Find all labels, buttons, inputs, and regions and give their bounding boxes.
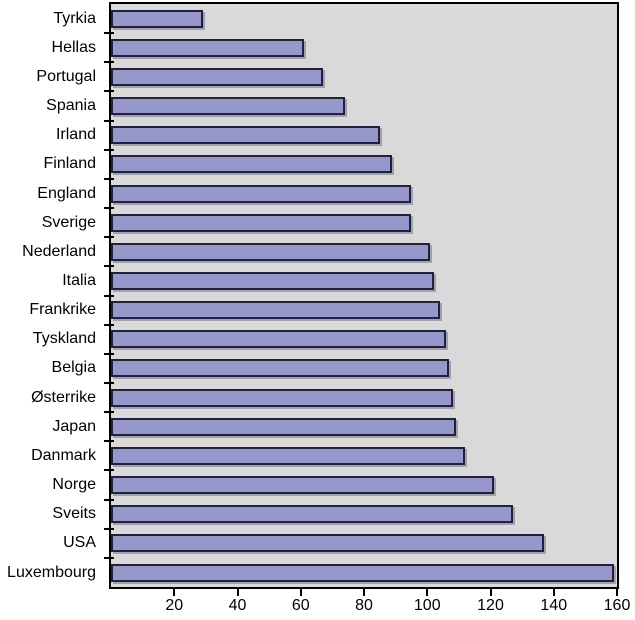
bar-row: [111, 62, 617, 91]
y-axis-tick: [104, 32, 114, 35]
y-axis-tick: [104, 411, 114, 414]
bar-row: [111, 33, 617, 62]
y-axis-tick: [104, 207, 114, 210]
bar-row: [111, 558, 617, 587]
bar: [111, 184, 412, 203]
x-axis-tick: [363, 589, 365, 596]
bar: [111, 271, 434, 290]
x-axis-tick-label: 120: [477, 597, 504, 614]
x-axis-tick-label: 20: [165, 597, 184, 614]
bar-row: [111, 383, 617, 412]
bar-row: [111, 354, 617, 383]
plot-area: [109, 2, 619, 589]
category-label: Tyrkia: [53, 9, 96, 27]
y-axis-tick: [104, 236, 114, 239]
x-axis-tick: [489, 589, 492, 596]
y-axis-tick: [104, 498, 114, 501]
category-label: Østerrike: [31, 388, 96, 406]
category-label: Japan: [52, 417, 96, 435]
y-axis-tick: [104, 556, 114, 559]
y-axis-tick: [104, 440, 114, 443]
category-label: Luxembourg: [7, 563, 96, 581]
bar: [111, 417, 456, 436]
bar: [111, 67, 323, 86]
bar: [111, 155, 393, 174]
bar-row: [111, 266, 617, 295]
category-label: Nederland: [22, 242, 96, 260]
y-axis-tick: [104, 527, 114, 530]
bar: [111, 301, 440, 320]
bar-row: [111, 121, 617, 150]
y-axis-category-labels: Tyrkia Hellas Portugal Spania Irland Finland E…: [0, 4, 102, 587]
bar: [111, 242, 431, 261]
bar: [111, 330, 447, 349]
bar: [111, 9, 203, 28]
x-axis-tick: [299, 589, 302, 596]
bar: [111, 97, 346, 116]
category-label: Finland: [43, 155, 96, 173]
category-label: Italia: [62, 271, 96, 289]
bar: [111, 388, 453, 407]
bar-row: [111, 441, 617, 470]
x-axis-tick: [616, 589, 618, 596]
x-axis-tick: [173, 589, 176, 596]
y-axis-tick: [104, 352, 114, 355]
category-label: Spania: [46, 97, 96, 115]
category-label: Frankrike: [29, 301, 96, 319]
x-axis-tick: [552, 589, 555, 596]
bar-row: [111, 237, 617, 266]
y-axis-tick: [104, 177, 114, 180]
category-label: Tyskland: [32, 330, 96, 348]
bar-row: [111, 529, 617, 558]
x-axis-tick: [236, 589, 239, 596]
y-axis-tick: [104, 119, 114, 122]
bar: [111, 213, 412, 232]
category-label: Portugal: [36, 67, 96, 85]
bar: [111, 359, 450, 378]
bar: [111, 534, 545, 553]
category-label: Hellas: [51, 38, 96, 56]
x-axis-tick-label: 60: [291, 597, 310, 614]
y-axis-tick: [104, 148, 114, 151]
bar: [111, 446, 466, 465]
category-label: Danmark: [31, 446, 96, 464]
bar-row: [111, 500, 617, 529]
x-axis-tick-label: 100: [413, 597, 441, 614]
bar-row: [111, 412, 617, 441]
bar: [111, 505, 513, 524]
category-label: Sverige: [41, 213, 96, 231]
bar: [111, 476, 494, 495]
x-axis-tick-label: 160: [603, 597, 631, 614]
y-axis-tick: [104, 61, 114, 64]
category-label: England: [37, 184, 96, 202]
bar-row: [111, 91, 617, 120]
bar-row: [111, 150, 617, 179]
bar: [111, 38, 304, 57]
y-axis-tick: [104, 294, 114, 297]
x-axis-tick-label: 40: [228, 597, 247, 614]
bar: [111, 126, 380, 145]
bar-row: [111, 208, 617, 237]
y-axis-tick: [104, 265, 114, 268]
x-axis-tick-label: 140: [540, 597, 568, 614]
y-axis-tick: [104, 381, 114, 384]
x-axis-tick-label: 80: [355, 597, 373, 614]
y-axis-tick: [104, 323, 114, 326]
bar-row: [111, 471, 617, 500]
x-axis-tick: [426, 589, 429, 596]
category-label: Irland: [55, 126, 96, 144]
category-label: Belgia: [51, 359, 96, 377]
bar-row: [111, 296, 617, 325]
bar-row: [111, 325, 617, 354]
y-axis-tick: [104, 90, 114, 93]
category-label: Sveits: [52, 505, 96, 523]
bar-rows: [111, 4, 617, 587]
bar-row: [111, 179, 617, 208]
y-axis-tick: [104, 469, 114, 472]
bar-row: [111, 4, 617, 33]
bar: [111, 563, 614, 582]
category-label: USA: [63, 534, 96, 552]
category-label: Norge: [52, 476, 96, 494]
